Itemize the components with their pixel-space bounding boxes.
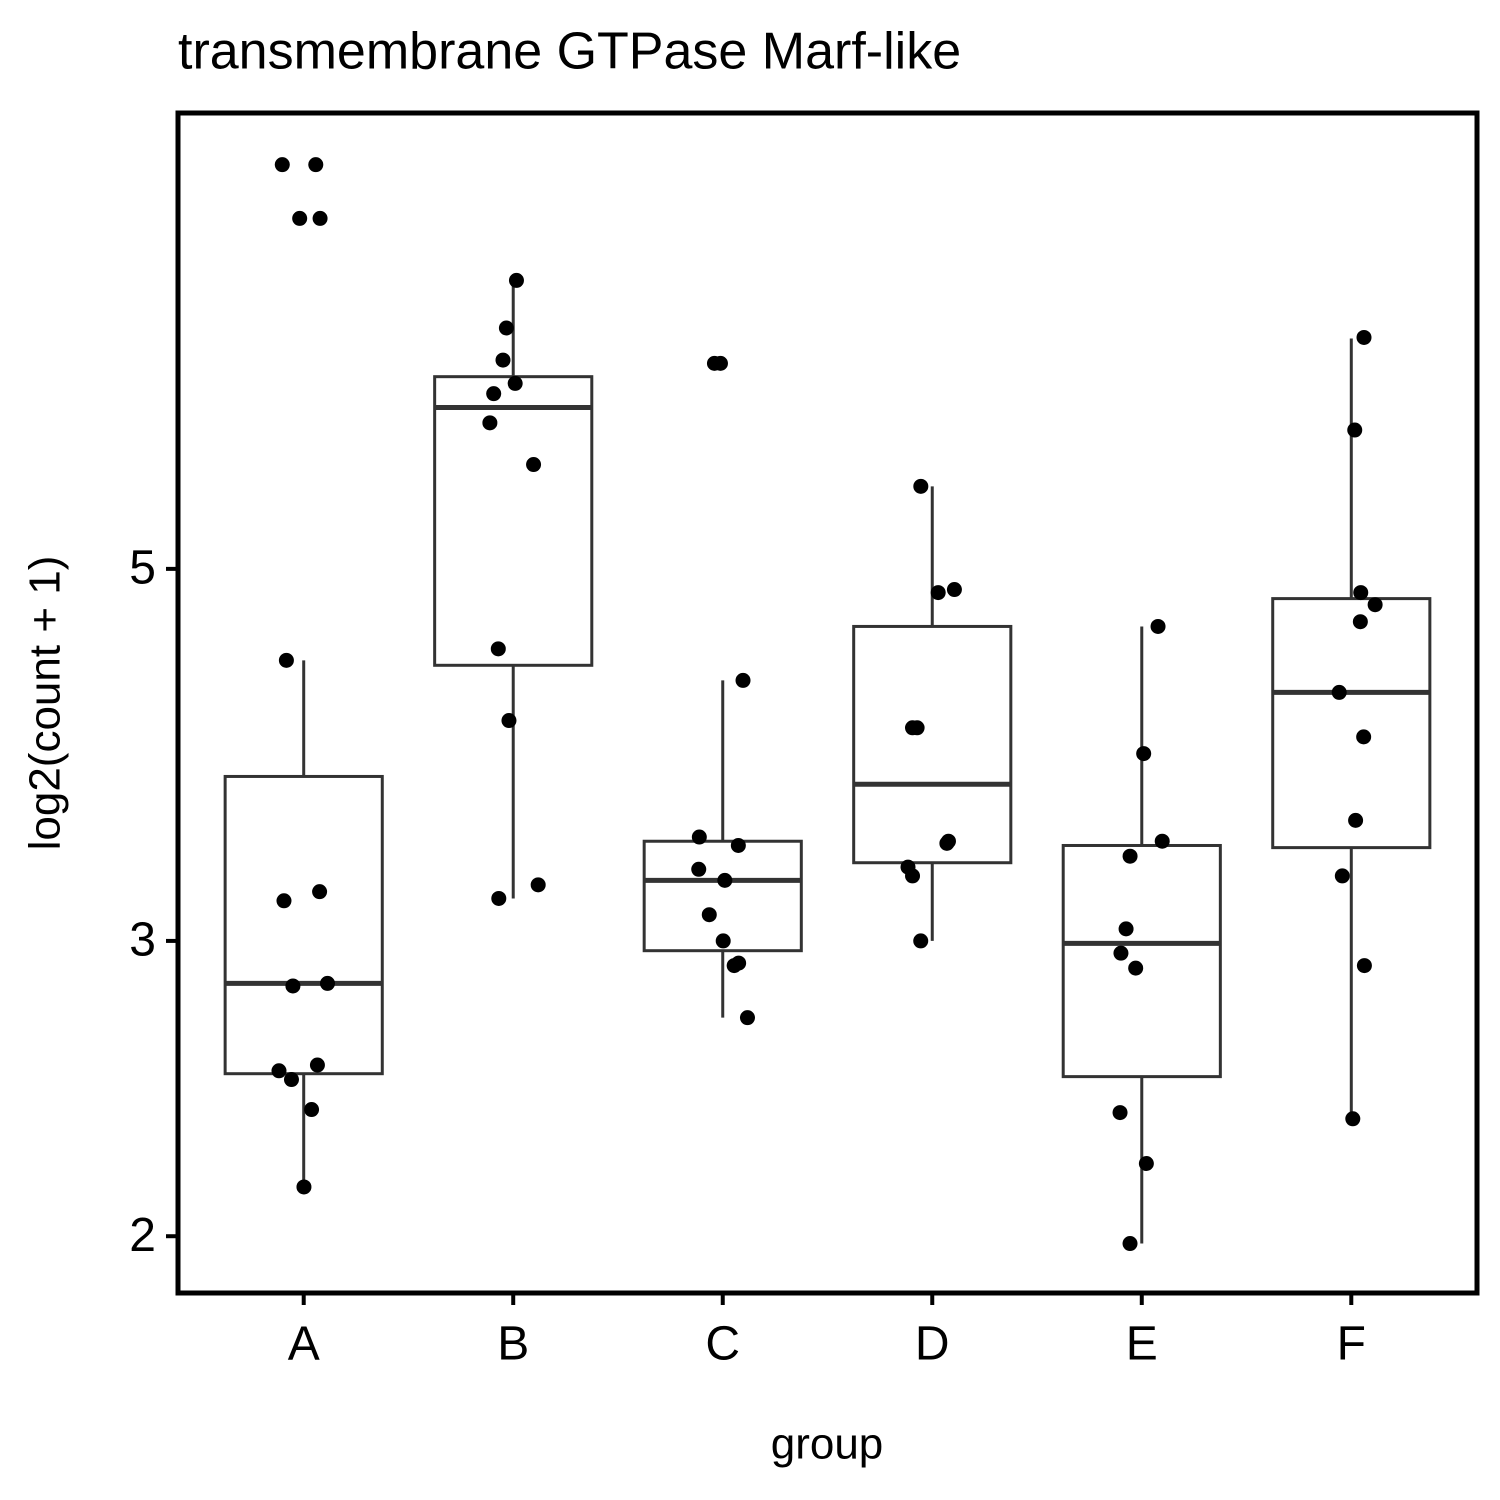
- point: [1345, 1111, 1361, 1127]
- point: [495, 352, 511, 368]
- box: [1061, 843, 1222, 1079]
- point: [274, 157, 290, 173]
- point: [1118, 921, 1134, 937]
- point: [1136, 746, 1152, 762]
- point: [1356, 329, 1372, 345]
- point: [530, 877, 546, 893]
- point: [309, 1057, 325, 1073]
- point: [276, 893, 292, 909]
- point: [717, 872, 733, 888]
- point: [939, 835, 955, 851]
- point: [1334, 868, 1350, 884]
- point: [930, 585, 946, 601]
- point: [691, 861, 707, 877]
- y-tick-label: 2: [129, 1209, 156, 1262]
- point: [1331, 684, 1347, 700]
- point: [508, 272, 524, 288]
- point: [1122, 848, 1138, 864]
- plot-frame: [175, 110, 1480, 1296]
- point: [1353, 585, 1369, 601]
- point: [691, 829, 707, 845]
- x-tick-label: D: [915, 1318, 950, 1371]
- point: [715, 933, 731, 949]
- point: [283, 1072, 299, 1088]
- point: [735, 672, 751, 688]
- point: [946, 582, 962, 598]
- point: [486, 386, 502, 402]
- point: [913, 933, 929, 949]
- point: [296, 1179, 312, 1195]
- point: [501, 713, 517, 729]
- x-tick-label: F: [1337, 1318, 1366, 1371]
- x-tick-label: C: [705, 1318, 740, 1371]
- chart-title: transmembrane GTPase Marf-like: [178, 23, 961, 81]
- y-axis-label: log2(count + 1): [21, 556, 70, 851]
- y-tick-label: 3: [129, 914, 156, 967]
- point: [1122, 1236, 1138, 1252]
- point: [1347, 422, 1363, 438]
- point: [292, 210, 308, 226]
- point: [701, 907, 717, 923]
- point: [739, 1010, 755, 1026]
- x-axis-label: group: [771, 1420, 884, 1469]
- point: [909, 720, 925, 736]
- x-tick-label: E: [1126, 1318, 1158, 1371]
- point: [706, 355, 722, 371]
- point: [312, 210, 328, 226]
- point: [730, 837, 746, 853]
- box: [433, 375, 594, 667]
- point: [1356, 729, 1372, 745]
- point: [1367, 597, 1383, 613]
- point: [905, 868, 921, 884]
- x-tick-label: B: [497, 1318, 529, 1371]
- point: [1352, 614, 1368, 630]
- point: [285, 978, 301, 994]
- point: [1356, 958, 1372, 974]
- box: [642, 839, 803, 953]
- point: [1138, 1156, 1154, 1172]
- point: [320, 975, 336, 991]
- point: [271, 1063, 287, 1079]
- point: [726, 958, 742, 974]
- y-tick-label: 5: [129, 542, 156, 595]
- x-tick-label: A: [288, 1318, 320, 1371]
- box: [223, 774, 384, 1076]
- box: [852, 624, 1013, 865]
- point: [490, 641, 506, 657]
- point: [304, 1102, 320, 1118]
- point: [507, 375, 523, 391]
- box: [1271, 597, 1432, 850]
- point: [1112, 1105, 1128, 1121]
- point: [308, 157, 324, 173]
- point: [312, 884, 328, 900]
- point: [526, 457, 542, 473]
- point: [491, 890, 507, 906]
- point: [1128, 960, 1144, 976]
- point: [1113, 945, 1129, 961]
- point: [482, 415, 498, 431]
- point: [498, 320, 514, 336]
- point: [1348, 812, 1364, 828]
- point: [278, 652, 294, 668]
- point: [913, 478, 929, 494]
- point: [1150, 618, 1166, 634]
- point: [1154, 833, 1170, 849]
